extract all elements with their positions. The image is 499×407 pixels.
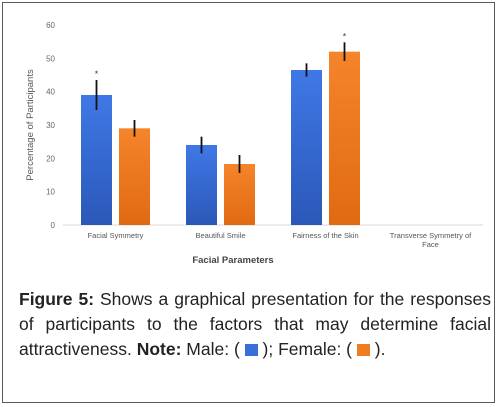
significance-marker: * bbox=[95, 69, 99, 79]
female-legend-label: Female: ( bbox=[273, 339, 353, 359]
y-tick-label: 40 bbox=[46, 88, 55, 97]
bar-female-1 bbox=[224, 164, 255, 225]
figure-label: Figure 5: bbox=[19, 289, 95, 309]
caption-text: Shows a graphical presentation for the r… bbox=[19, 289, 491, 359]
female-legend-swatch bbox=[356, 344, 370, 356]
y-tick-label: 0 bbox=[51, 221, 56, 230]
y-axis-label: Percentage of Participants bbox=[25, 69, 36, 181]
bar-female-0 bbox=[119, 128, 150, 225]
x-tick-label: Beautiful Smile bbox=[195, 231, 245, 240]
bars: ** bbox=[81, 31, 360, 225]
bar-male-2 bbox=[291, 70, 322, 225]
y-tick-label: 30 bbox=[46, 121, 55, 130]
x-tick-label: Facial Symmetry bbox=[88, 231, 144, 240]
x-axis-label: Facial Parameters bbox=[192, 255, 273, 266]
note-label: Note: bbox=[136, 339, 182, 359]
x-tick-label: Transverse Symmetry of Face bbox=[390, 231, 472, 249]
x-axis: Facial Symmetry Beautiful Smile Fairness o… bbox=[88, 231, 473, 249]
male-legend-label: Male: ( bbox=[181, 339, 240, 359]
y-tick-label: 60 bbox=[46, 21, 55, 30]
male-legend-swatch bbox=[244, 344, 258, 356]
bar-female-2 bbox=[329, 51, 360, 225]
x-tick-label: Fairness of the Skin bbox=[292, 231, 358, 240]
figure-frame: 0 10 20 30 40 50 60 * * Facial Symmetry Beautifu… bbox=[2, 2, 495, 403]
significance-marker: * bbox=[343, 31, 347, 41]
y-tick-label: 20 bbox=[46, 154, 55, 163]
y-tick-label: 10 bbox=[46, 188, 55, 197]
bar-male-0 bbox=[81, 95, 112, 225]
bar-male-1 bbox=[186, 145, 217, 225]
male-legend-close: ); bbox=[262, 339, 274, 359]
figure-caption: Figure 5: Shows a graphical presentation… bbox=[19, 287, 491, 362]
female-legend-close: ). bbox=[374, 339, 386, 359]
y-tick-label: 50 bbox=[46, 54, 55, 63]
